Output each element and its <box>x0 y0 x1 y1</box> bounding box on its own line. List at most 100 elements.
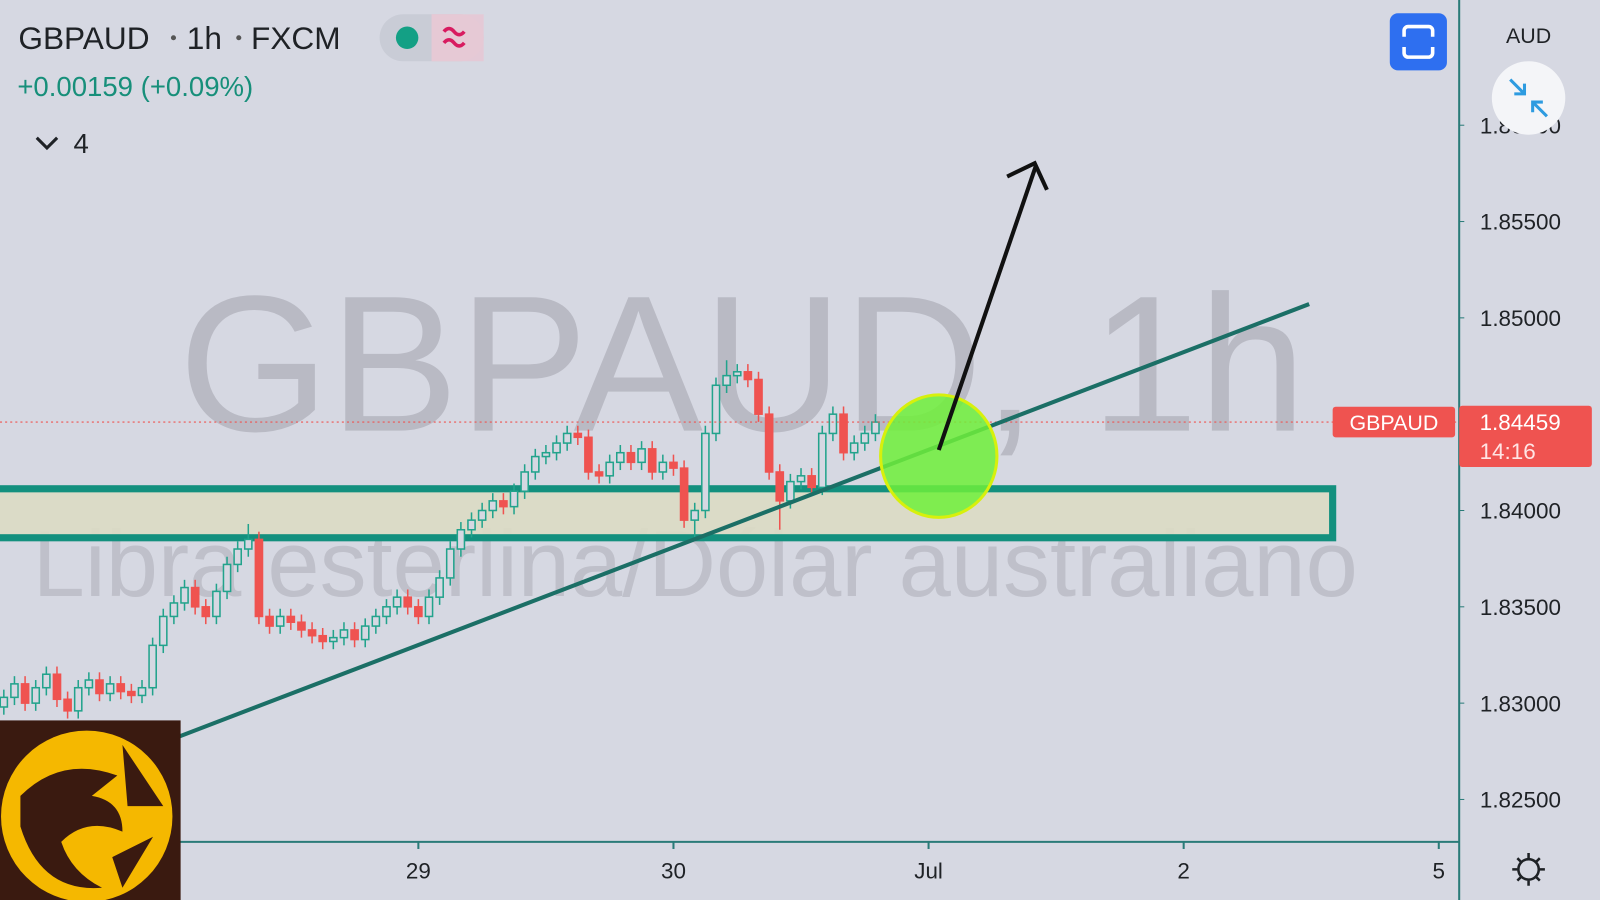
candle-body <box>647 448 657 473</box>
candle-body <box>243 538 253 550</box>
candle-body <box>403 596 413 608</box>
minimize-button[interactable] <box>1491 61 1566 135</box>
candle-body <box>180 586 189 604</box>
candle-body <box>552 442 561 454</box>
candle-body <box>158 615 168 647</box>
candle-body <box>84 679 94 689</box>
x-tick-label: 29 <box>406 859 431 884</box>
candle-body <box>169 602 179 618</box>
axes: 1.825001.830001.835001.840001.845001.850… <box>406 113 1592 884</box>
candle-body <box>860 432 870 444</box>
candle-body <box>605 461 615 477</box>
price-change: +0.00159 (+0.09%) <box>17 71 253 102</box>
x-tick-label: 30 <box>661 859 686 884</box>
highlight-ellipse <box>879 393 999 519</box>
candle-body <box>382 606 391 618</box>
candle-body <box>318 634 328 643</box>
candle-body <box>371 615 381 627</box>
candle-body <box>0 696 9 708</box>
minimize-icon <box>1509 78 1549 118</box>
candle-body <box>63 698 72 712</box>
symbol-price-tag <box>1332 406 1456 438</box>
logo-eagle <box>20 768 123 889</box>
candle-body <box>73 686 83 712</box>
y-tick-label: 1.83000 <box>1480 691 1561 716</box>
delay-icon <box>442 26 466 48</box>
y-tick-label: 1.85000 <box>1480 306 1561 331</box>
arrow-shaft <box>936 165 1038 451</box>
candle-body <box>105 683 115 695</box>
candle-body <box>445 548 455 579</box>
candle-body <box>807 475 816 489</box>
candle-body <box>350 629 359 641</box>
symbol-price-tag-label: GBPAUD <box>1349 411 1438 435</box>
exchange: FXCM <box>251 20 341 56</box>
fullscreen-icon <box>1402 24 1435 59</box>
trend-line <box>177 302 1310 739</box>
candle-body <box>520 471 529 492</box>
candle-body <box>573 432 583 439</box>
candle-body <box>286 615 296 623</box>
candle-body <box>562 432 572 444</box>
candle-body <box>732 371 742 377</box>
candle-body <box>275 615 285 627</box>
candle-body <box>488 500 498 512</box>
candle-body <box>392 596 402 608</box>
collapse-chevron[interactable] <box>35 136 59 151</box>
candle-body <box>499 500 508 508</box>
logo-cutouts <box>112 744 164 888</box>
candle-body <box>839 413 848 454</box>
currency: AUD <box>1506 24 1551 48</box>
y-tick-label: 1.85500 <box>1480 210 1561 235</box>
candle-body <box>212 590 221 618</box>
status-pill-cap <box>431 14 484 62</box>
candle-body <box>669 461 678 469</box>
candle-body <box>414 606 423 618</box>
candle-body <box>127 690 136 697</box>
candle-body <box>828 413 838 435</box>
candle-body <box>743 371 753 381</box>
candle-body <box>190 586 200 608</box>
settings-icon[interactable] <box>1517 857 1541 881</box>
candle-body <box>584 436 593 473</box>
support-zone <box>0 485 1337 542</box>
candle-body <box>849 442 859 454</box>
fullscreen-button[interactable] <box>1389 13 1447 71</box>
candle-body <box>254 538 264 618</box>
last-price-label: 1.84459 <box>1480 410 1561 435</box>
candle-body <box>201 606 211 618</box>
candle-body <box>541 451 551 458</box>
candle-body <box>95 679 104 695</box>
candle-body <box>456 528 466 550</box>
market-open-dot <box>395 26 419 49</box>
candle-body <box>435 577 444 598</box>
candle-body <box>148 644 157 689</box>
plot-area <box>0 360 1460 719</box>
candle-body <box>711 384 721 435</box>
candle-body <box>360 625 370 641</box>
candle-body <box>265 615 274 627</box>
candle-body <box>424 596 434 618</box>
separator <box>236 35 242 41</box>
separator <box>170 35 177 41</box>
interval: 1h <box>187 20 222 56</box>
candle-body <box>297 621 306 631</box>
candle-body <box>796 475 806 483</box>
candle-body <box>530 455 540 473</box>
candle-body <box>477 509 487 521</box>
y-tick-label: 1.82500 <box>1480 788 1561 813</box>
candle-body <box>509 490 519 508</box>
candle-body <box>775 471 785 502</box>
candle-body <box>722 374 731 387</box>
candle-body <box>637 448 646 464</box>
countdown-label: 14:16 <box>1480 439 1536 464</box>
candle-body <box>764 413 774 473</box>
candle-body <box>222 563 232 593</box>
candle-body <box>42 673 51 689</box>
candle-body <box>307 629 317 637</box>
candle-body <box>754 378 763 415</box>
watermark-title: GBPAUD, 1h <box>179 256 1307 473</box>
candle-body <box>786 480 795 502</box>
